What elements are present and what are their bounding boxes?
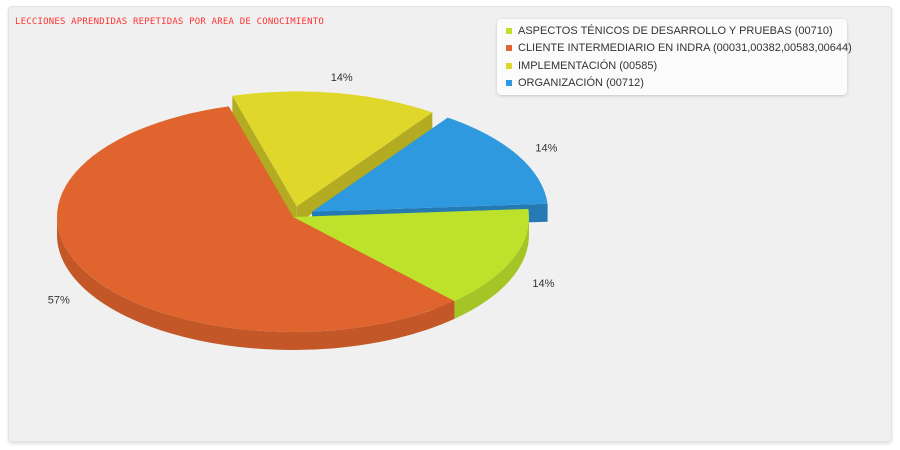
pie-slice[interactable] bbox=[293, 208, 529, 301]
legend-swatch bbox=[506, 27, 512, 34]
pie-slice[interactable] bbox=[232, 91, 433, 207]
slice-percent-label: 57% bbox=[48, 294, 70, 306]
legend-label: ASPECTOS TÉNICOS DE DESARROLLO Y PRUEBAS… bbox=[518, 24, 833, 37]
slice-percent-label: 14% bbox=[331, 72, 353, 84]
chart-title: LECCIONES APRENDIDAS REPETIDAS POR AREA … bbox=[15, 17, 325, 27]
legend-item[interactable]: IMPLEMENTACIÓN (00585) bbox=[497, 57, 847, 75]
pie-slice-wall bbox=[232, 95, 297, 225]
legend-item[interactable]: CLIENTE INTERMEDIARIO EN INDRA (00031,00… bbox=[497, 40, 852, 58]
legend-item[interactable]: ASPECTOS TÉNICOS DE DESARROLLO Y PRUEBAS… bbox=[497, 22, 847, 40]
legend-swatch bbox=[506, 62, 512, 69]
pie-slice[interactable] bbox=[312, 117, 548, 212]
legend-label: ORGANIZACIÓN (00712) bbox=[518, 77, 644, 90]
pie-chart: 14% 57% 14% 14% bbox=[48, 72, 558, 350]
pie-slice-edge bbox=[454, 217, 529, 319]
legend-swatch bbox=[506, 45, 512, 52]
chart-panel: LECCIONES APRENDIDAS REPETIDAS POR AREA … bbox=[8, 6, 892, 442]
legend-label: IMPLEMENTACIÓN (00585) bbox=[518, 59, 658, 72]
slice-percent-label: 14% bbox=[535, 142, 557, 154]
legend-swatch bbox=[506, 80, 512, 87]
legend-label: CLIENTE INTERMEDIARIO EN INDRA (00031,00… bbox=[518, 42, 852, 55]
pie-slice[interactable] bbox=[57, 106, 455, 332]
pie-slice-wall bbox=[296, 112, 433, 225]
pie-slice-edge bbox=[57, 217, 455, 350]
legend-item[interactable]: ORGANIZACIÓN (00712) bbox=[497, 75, 847, 93]
legend: ASPECTOS TÉNICOS DE DESARROLLO Y PRUEBAS… bbox=[497, 19, 852, 95]
slice-percent-label: 14% bbox=[532, 278, 554, 290]
